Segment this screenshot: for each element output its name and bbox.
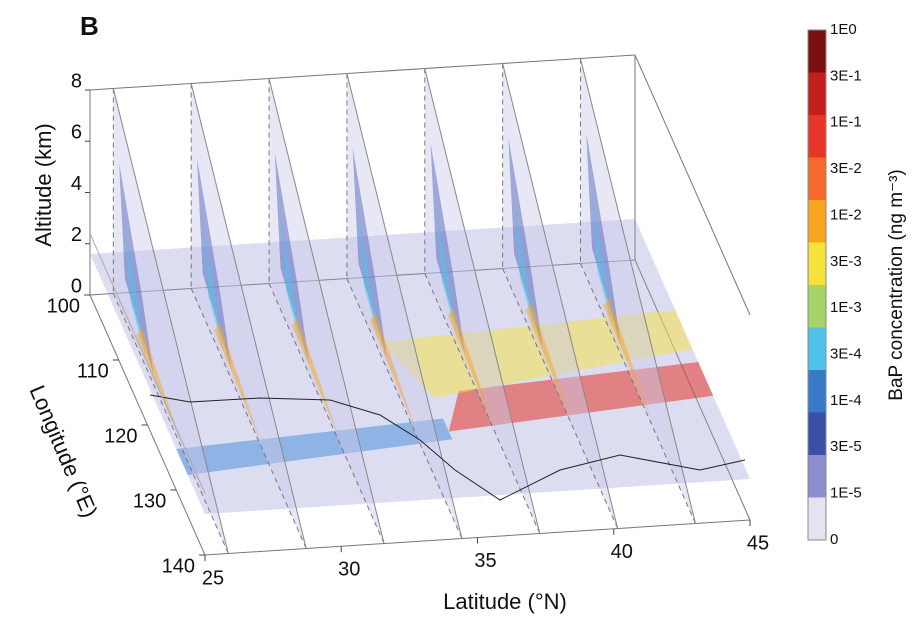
plume: [119, 163, 154, 375]
plume: [603, 297, 650, 416]
colorbar-swatch: [808, 455, 826, 498]
box-edge: [89, 259, 636, 296]
colorbar-swatch: [808, 157, 826, 201]
colorbar: 1E0 3E-1 1E-1 3E-2 1E-2 3E-3 1E-3 3E-4 1E-4 3E-5 1…: [807, 21, 862, 548]
colorbar-tick-label: 0: [830, 531, 838, 548]
slice-edge: [190, 83, 307, 549]
slice-edge: [580, 263, 696, 524]
colorbar-tick-label: 3E-4: [830, 346, 862, 363]
plume: [586, 133, 621, 345]
slice-edge: [580, 58, 696, 524]
colorbar-frame: [807, 29, 827, 541]
y-tick-label: 110: [77, 360, 109, 382]
colorbar-tick-label: 1E-5: [830, 485, 862, 502]
box-edge: [89, 233, 206, 494]
z-axis-title: Altitude (km): [31, 123, 56, 246]
colorbar-tick-label: 3E-1: [830, 67, 862, 84]
colorbar-swatch: [808, 72, 826, 116]
slice-edge: [346, 278, 463, 539]
plume: [280, 217, 302, 347]
x-tick-label: 35: [474, 550, 496, 572]
plume: [592, 197, 613, 327]
plume: [292, 317, 339, 436]
plume: [447, 307, 494, 426]
slice-edge: [190, 288, 307, 549]
x-tick-label: 45: [747, 532, 769, 554]
plume: [352, 148, 388, 360]
slice-edge: [346, 73, 463, 539]
slice-edge: [112, 293, 229, 554]
z-tick-label: 4: [71, 173, 82, 195]
plume: [214, 322, 261, 441]
panel-label: B: [80, 11, 99, 41]
slice-edge: [502, 63, 619, 529]
plume: [196, 158, 232, 370]
plume: [369, 312, 416, 431]
y-tick-label: 120: [104, 425, 137, 447]
y-tick-label: 100: [47, 295, 80, 317]
z-tick-label: 8: [71, 70, 82, 92]
x-tick-label: 30: [338, 559, 360, 581]
colorbar-tick-label: 3E-3: [830, 253, 862, 270]
slice-edge: [424, 68, 541, 534]
plume: [508, 138, 543, 350]
slice-edge: [112, 88, 229, 554]
colorbar-swatch: [808, 30, 826, 73]
x-tick-label: 25: [202, 567, 224, 589]
x-axis-title: Latitude (°N): [443, 589, 567, 614]
plume: [176, 418, 453, 475]
plume: [448, 362, 714, 432]
y-tick-label: 130: [133, 490, 166, 512]
x-tick-label: 40: [611, 541, 633, 563]
z-tick-label: 0: [71, 275, 82, 297]
plume: [514, 202, 535, 332]
plume: [430, 143, 466, 355]
y-tick-label: 140: [162, 555, 195, 577]
colorbar-tick-label: 1E-3: [830, 299, 862, 316]
colorbar-tick-label: 1E-4: [830, 392, 862, 409]
slice-edge: [268, 78, 385, 544]
coastline: [149, 394, 746, 501]
plume: [436, 207, 457, 337]
colorbar-swatch: [808, 370, 826, 413]
colorbar-swatch: [808, 497, 826, 541]
colorbar-swatch: [808, 327, 826, 371]
colorbar-tick-label: 1E-2: [830, 206, 862, 223]
slice-edge: [502, 268, 619, 529]
y-axis-title: Longitude (°E): [25, 382, 103, 521]
colorbar-swatch: [808, 242, 826, 286]
plume: [525, 302, 572, 421]
colorbar-swatch: [808, 200, 826, 243]
box-edge: [89, 54, 636, 91]
colorbar-swatch: [808, 285, 826, 328]
plume: [124, 227, 146, 357]
colorbar-swatch: [808, 412, 826, 456]
colorbar-tick-label: 3E-2: [830, 160, 862, 177]
colorbar-swatch: [808, 115, 826, 158]
colorbar-title: BaP concentration (ng m⁻³): [886, 169, 907, 400]
z-tick-label: 2: [71, 224, 82, 246]
colorbar-tick-label: 1E-1: [830, 114, 862, 131]
colorbar-tick-label: 3E-5: [830, 438, 862, 455]
plume: [358, 212, 380, 342]
colorbar-tick-label: 1E0: [830, 21, 857, 38]
plume: [202, 222, 224, 352]
box-edge: [634, 54, 751, 316]
slice-edge: [268, 283, 385, 544]
z-tick-label: 6: [71, 122, 82, 144]
plume: [274, 153, 310, 365]
